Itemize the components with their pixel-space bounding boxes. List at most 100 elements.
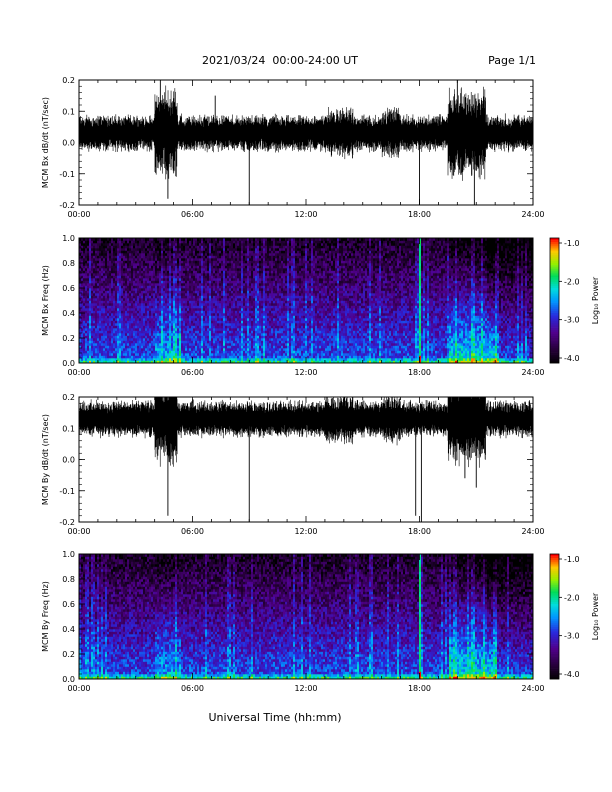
heatmap-cell — [101, 266, 103, 269]
heatmap-cell — [191, 291, 193, 294]
heatmap-cell — [205, 346, 207, 349]
heatmap-cell — [107, 341, 109, 344]
heatmap-cell — [99, 321, 101, 324]
heatmap-cell — [127, 288, 129, 291]
heatmap-cell — [85, 256, 87, 259]
heatmap-cell — [171, 346, 173, 349]
heatmap-cell — [133, 253, 135, 256]
heatmap-cell — [243, 261, 245, 264]
heatmap-cell — [137, 256, 139, 259]
heatmap-cell — [155, 251, 157, 254]
heatmap-cell — [85, 296, 87, 299]
heatmap-cell — [115, 261, 117, 264]
heatmap-cell — [159, 248, 161, 251]
heatmap-cell — [149, 313, 151, 316]
heatmap-cell — [257, 258, 259, 261]
heatmap-cell — [87, 318, 89, 321]
heatmap-cell — [217, 263, 219, 266]
heatmap-cell — [147, 246, 149, 249]
heatmap-cell — [163, 303, 165, 306]
heatmap-cell — [113, 243, 115, 246]
heatmap-cell — [121, 301, 123, 304]
heatmap-cell — [211, 271, 213, 274]
heatmap-cell — [213, 293, 215, 296]
heatmap-cell — [141, 316, 143, 319]
heatmap-cell — [151, 278, 153, 281]
heatmap-cell — [249, 261, 251, 264]
heatmap-cell — [253, 241, 255, 244]
heatmap-cell — [171, 291, 173, 294]
heatmap-cell — [213, 331, 215, 334]
heatmap-cell — [245, 318, 247, 321]
heatmap-cell — [263, 336, 265, 339]
heatmap-cell — [167, 348, 169, 351]
heatmap-cell — [177, 253, 179, 256]
heatmap-cell — [91, 293, 93, 296]
heatmap-cell — [91, 318, 93, 321]
heatmap-cell — [161, 276, 163, 279]
heatmap-cell — [147, 331, 149, 334]
heatmap-cell — [265, 323, 267, 326]
heatmap-cell — [157, 241, 159, 244]
heatmap-cell — [163, 251, 165, 254]
heatmap-cell — [85, 288, 87, 291]
heatmap-cell — [225, 331, 227, 334]
heatmap-cell — [85, 281, 87, 284]
heatmap-cell — [249, 331, 251, 334]
heatmap-cell — [195, 301, 197, 304]
heatmap-cell — [145, 261, 147, 264]
heatmap-cell — [179, 273, 181, 276]
heatmap-cell — [95, 281, 97, 284]
heatmap-cell — [151, 301, 153, 304]
heatmap-cell — [163, 281, 165, 284]
heatmap-cell — [167, 351, 169, 354]
heatmap-cell — [95, 296, 97, 299]
heatmap-cell — [173, 341, 175, 344]
heatmap-cell — [253, 348, 255, 351]
heatmap-cell — [221, 313, 223, 316]
heatmap-cell — [141, 281, 143, 284]
heatmap-cell — [115, 271, 117, 274]
heatmap-cell — [95, 333, 97, 336]
heatmap-cell — [173, 256, 175, 259]
heatmap-cell — [149, 258, 151, 261]
heatmap-cell — [271, 276, 273, 279]
heatmap-cell — [219, 266, 221, 269]
heatmap-cell — [137, 283, 139, 286]
heatmap-cell — [147, 311, 149, 314]
heatmap-cell — [229, 356, 231, 359]
heatmap-cell — [247, 283, 249, 286]
heatmap-cell — [111, 298, 113, 301]
heatmap-cell — [203, 293, 205, 296]
heatmap-cell — [157, 246, 159, 249]
heatmap-cell — [243, 258, 245, 261]
heatmap-cell — [229, 311, 231, 314]
heatmap-cell — [241, 298, 243, 301]
heatmap-cell — [235, 336, 237, 339]
heatmap-cell — [169, 351, 171, 354]
heatmap-cell — [165, 338, 167, 341]
heatmap-cell — [203, 348, 205, 351]
heatmap-cell — [253, 313, 255, 316]
heatmap-cell — [273, 321, 275, 324]
heatmap-cell — [127, 273, 129, 276]
heatmap-cell — [127, 313, 129, 316]
heatmap-cell — [163, 263, 165, 266]
heatmap-cell — [195, 346, 197, 349]
heatmap-cell — [145, 348, 147, 351]
heatmap-cell — [265, 248, 267, 251]
heatmap-cell — [139, 273, 141, 276]
heatmap-cell — [241, 243, 243, 246]
heatmap-cell — [125, 313, 127, 316]
heatmap-cell — [257, 276, 259, 279]
heatmap-cell — [175, 346, 177, 349]
heatmap-cell — [129, 263, 131, 266]
heatmap-cell — [247, 278, 249, 281]
heatmap-cell — [257, 241, 259, 244]
heatmap-cell — [251, 268, 253, 271]
heatmap-cell — [237, 258, 239, 261]
heatmap-cell — [225, 281, 227, 284]
heatmap-cell — [237, 251, 239, 254]
heatmap-cell — [117, 243, 119, 246]
heatmap-cell — [103, 326, 105, 329]
